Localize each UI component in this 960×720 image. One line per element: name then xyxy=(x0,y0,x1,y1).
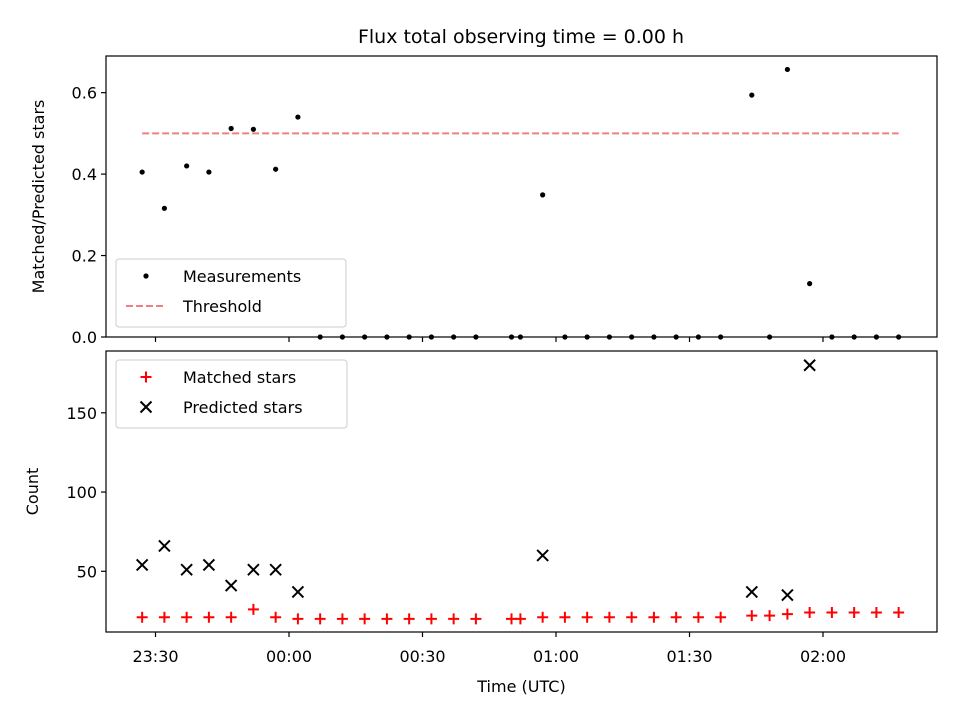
data-point xyxy=(139,169,145,175)
data-point xyxy=(581,611,593,623)
data-point xyxy=(136,611,148,623)
legend-label: Matched stars xyxy=(183,368,296,387)
data-point xyxy=(804,607,816,619)
data-point xyxy=(893,607,905,619)
data-point xyxy=(135,558,149,572)
y-tick-label: 0.0 xyxy=(72,328,97,347)
data-point xyxy=(202,558,216,572)
y-tick-label: 0.4 xyxy=(72,165,97,184)
data-point xyxy=(559,611,571,623)
data-point xyxy=(336,613,348,625)
data-point xyxy=(848,607,860,619)
data-point xyxy=(158,539,171,553)
data-point xyxy=(314,613,326,625)
data-point xyxy=(425,613,437,625)
legend-label: Measurements xyxy=(183,267,301,286)
y-tick-label: 0.6 xyxy=(72,84,97,103)
data-point xyxy=(295,114,301,120)
data-point xyxy=(603,611,615,623)
data-point xyxy=(184,163,190,169)
data-point xyxy=(247,603,259,615)
data-point xyxy=(746,610,758,622)
data-point xyxy=(161,205,167,211)
data-point xyxy=(403,613,415,625)
data-point xyxy=(870,607,882,619)
data-point xyxy=(807,281,813,287)
data-point xyxy=(203,611,215,623)
y-axis-label: Count xyxy=(23,468,42,516)
data-point xyxy=(381,613,393,625)
data-point xyxy=(781,608,793,620)
data-point xyxy=(291,585,305,599)
data-point xyxy=(536,549,549,562)
y-axis-label: Matched/Predicted stars xyxy=(29,100,48,294)
data-point xyxy=(181,611,193,623)
x-tick-label: 01:00 xyxy=(533,647,579,666)
data-point xyxy=(784,66,791,73)
data-point xyxy=(514,613,526,625)
data-point xyxy=(359,613,371,625)
data-point xyxy=(826,607,838,619)
data-point xyxy=(715,611,727,623)
data-point xyxy=(448,613,460,625)
axes-frame xyxy=(105,55,938,338)
data-point xyxy=(781,588,794,602)
legend-label: Predicted stars xyxy=(183,398,303,417)
data-point xyxy=(292,613,304,625)
data-point xyxy=(537,611,549,623)
x-tick-label: 00:00 xyxy=(266,647,312,666)
y-tick-label: 100 xyxy=(66,483,97,502)
legend: Measurements Threshold xyxy=(115,258,347,328)
legend-handle xyxy=(143,273,149,279)
legend-handle xyxy=(140,371,152,383)
data-point xyxy=(224,579,238,592)
data-point xyxy=(648,611,660,623)
x-axis-label: Time (UTC) xyxy=(476,677,565,696)
data-point xyxy=(749,92,755,98)
data-point xyxy=(225,611,237,623)
data-point xyxy=(247,563,260,576)
data-point xyxy=(206,169,212,175)
data-point xyxy=(803,359,816,372)
legend-handle xyxy=(139,400,153,414)
series-predicted-stars xyxy=(135,359,816,602)
bottom-panel: 50 100 150 23:30 00:00 00:30 01:00 01:30 02:00 Co… xyxy=(23,350,938,696)
x-tick-label: 23:30 xyxy=(132,647,178,666)
x-tick-label: 02:00 xyxy=(800,647,846,666)
data-point xyxy=(228,125,234,132)
data-point xyxy=(692,611,704,623)
data-point xyxy=(158,611,170,623)
series-matched-stars xyxy=(136,603,905,625)
top-panel: 0.0 0.2 0.4 0.6 Matched/Predicted stars Measu… xyxy=(29,55,938,347)
data-point xyxy=(470,613,482,625)
data-point xyxy=(670,611,682,623)
data-point xyxy=(764,610,776,622)
data-point xyxy=(626,611,638,623)
data-point xyxy=(745,585,759,599)
legend: Matched stars Predicted stars xyxy=(115,359,348,429)
x-tick-label: 01:30 xyxy=(666,647,712,666)
data-point xyxy=(540,192,546,198)
legend-box xyxy=(115,359,348,429)
y-tick-label: 150 xyxy=(66,404,97,423)
legend-box xyxy=(115,258,347,328)
x-tick-label: 00:30 xyxy=(399,647,445,666)
chart-title: Flux total observing time = 0.00 h xyxy=(358,26,684,48)
legend-label: Threshold xyxy=(182,297,262,316)
y-tick-label: 0.2 xyxy=(72,247,97,266)
data-point xyxy=(250,126,256,132)
data-point xyxy=(180,563,193,576)
data-point xyxy=(270,611,282,623)
y-tick-label: 50 xyxy=(77,562,97,581)
data-point xyxy=(269,563,282,576)
data-point xyxy=(273,166,279,172)
